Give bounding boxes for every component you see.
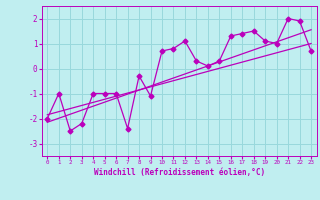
- X-axis label: Windchill (Refroidissement éolien,°C): Windchill (Refroidissement éolien,°C): [94, 168, 265, 177]
